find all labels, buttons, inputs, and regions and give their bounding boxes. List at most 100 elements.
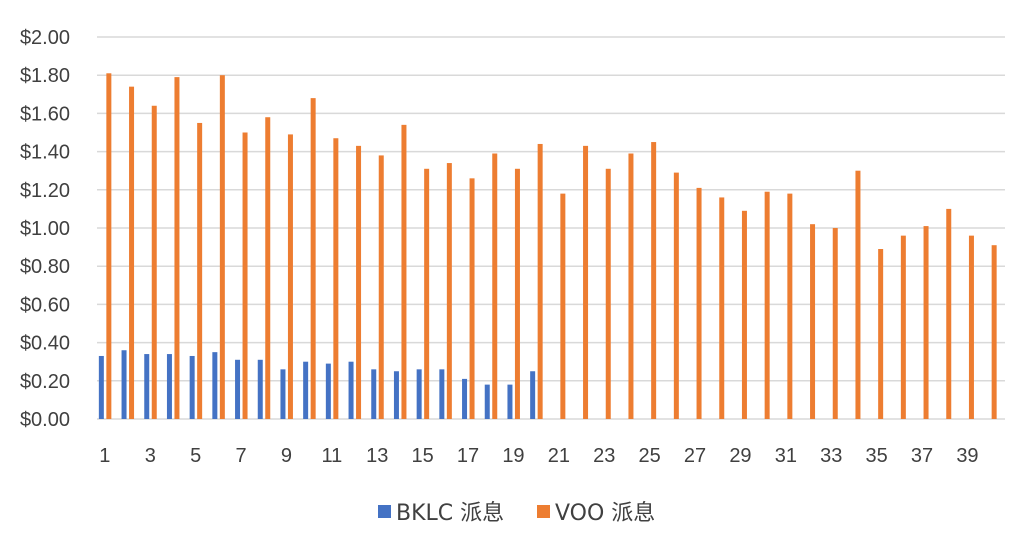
voo-bar xyxy=(356,145,362,419)
voo-bar xyxy=(991,245,997,419)
voo-bar xyxy=(855,170,861,419)
x-tick-label: 3 xyxy=(145,445,156,467)
x-tick-label: 17 xyxy=(457,445,479,467)
voo-bar xyxy=(628,153,634,419)
voo-bar xyxy=(900,235,906,419)
gridlines xyxy=(97,36,1005,420)
bklc-bar xyxy=(235,359,241,419)
voo-bar xyxy=(832,228,838,419)
voo-bar xyxy=(673,172,679,419)
voo-bar xyxy=(469,178,475,419)
legend-swatch-voo xyxy=(537,505,550,518)
voo-bar xyxy=(174,77,180,420)
voo-bar xyxy=(696,187,702,419)
y-tick-label: $0.20 xyxy=(20,371,70,393)
x-tick-label: 27 xyxy=(684,445,706,467)
bklc-bar xyxy=(144,354,150,419)
voo-bar xyxy=(764,191,770,419)
x-axis-ticks: 1 3 5 7 9 11 13 15 17 19 21 23 25 27 29 31 33 35 37 39 xyxy=(99,445,978,467)
voo-bar xyxy=(583,145,589,419)
y-tick-label: $0.00 xyxy=(20,409,70,431)
x-tick-label: 39 xyxy=(956,445,978,467)
voo-bar xyxy=(401,124,407,420)
voo-bar xyxy=(605,168,611,419)
voo-bar xyxy=(514,168,520,419)
bklc-bar xyxy=(98,355,104,419)
voo-bar xyxy=(810,224,816,419)
voo-bar xyxy=(378,155,384,420)
bklc-bar xyxy=(439,369,445,419)
voo-bar xyxy=(492,153,498,419)
voo-bar xyxy=(741,210,747,419)
voo-bar xyxy=(151,105,157,419)
x-tick-label: 23 xyxy=(593,445,615,467)
voo-bar xyxy=(787,193,793,419)
y-tick-label: $0.80 xyxy=(20,256,70,278)
y-tick-label: $1.60 xyxy=(20,103,70,125)
bklc-bar xyxy=(348,361,354,419)
bklc-bar xyxy=(325,363,331,419)
bklc-bar xyxy=(212,352,218,419)
x-tick-label: 5 xyxy=(190,445,201,467)
voo-bar xyxy=(287,134,293,419)
x-tick-label: 33 xyxy=(820,445,842,467)
legend-label-voo: VOO 派息 xyxy=(555,501,655,526)
legend-swatch-bklc xyxy=(378,505,391,518)
bars xyxy=(98,73,997,420)
voo-bar xyxy=(878,249,884,419)
bklc-bar xyxy=(189,355,195,419)
x-tick-label: 37 xyxy=(911,445,933,467)
voo-bar xyxy=(265,117,271,419)
voo-bar xyxy=(946,208,952,419)
bklc-bar xyxy=(530,371,536,419)
y-tick-label: $0.40 xyxy=(20,333,70,355)
bklc-bar xyxy=(166,354,172,419)
bklc-bar xyxy=(121,350,127,419)
legend: BKLC 派息 VOO 派息 xyxy=(378,501,655,526)
bklc-bar xyxy=(484,384,490,419)
voo-bar xyxy=(333,138,339,420)
bklc-bar xyxy=(257,359,263,419)
x-tick-label: 7 xyxy=(235,445,246,467)
voo-bar xyxy=(129,86,135,419)
voo-bar xyxy=(719,197,725,419)
voo-bar xyxy=(537,143,543,419)
voo-bar xyxy=(923,226,929,419)
y-tick-label: $1.40 xyxy=(20,142,70,164)
y-axis-ticks: $0.00 $0.20 $0.40 $0.60 $0.80 $1.00 $1.20 $1.40… xyxy=(20,27,70,431)
bklc-bar xyxy=(280,369,286,419)
voo-bar xyxy=(968,235,974,419)
y-tick-label: $1.80 xyxy=(20,65,70,87)
y-tick-label: $0.60 xyxy=(20,294,70,316)
x-tick-label: 19 xyxy=(502,445,524,467)
x-tick-label: 1 xyxy=(99,445,110,467)
voo-bar xyxy=(219,75,225,419)
y-tick-label: $2.00 xyxy=(20,27,70,49)
x-tick-label: 29 xyxy=(729,445,751,467)
bklc-bar xyxy=(371,369,377,419)
x-tick-label: 35 xyxy=(866,445,888,467)
voo-bar xyxy=(446,163,452,419)
voo-bar xyxy=(197,122,203,419)
legend-label-bklc: BKLC 派息 xyxy=(396,501,504,526)
voo-bar xyxy=(310,98,316,420)
bklc-bar xyxy=(303,361,309,419)
x-tick-label: 15 xyxy=(412,445,434,467)
y-tick-label: $1.20 xyxy=(20,180,70,202)
voo-bar xyxy=(106,73,112,419)
x-tick-label: 13 xyxy=(366,445,388,467)
x-tick-label: 25 xyxy=(639,445,661,467)
bklc-bar xyxy=(416,369,422,419)
x-tick-label: 21 xyxy=(548,445,570,467)
x-tick-label: 31 xyxy=(775,445,797,467)
x-tick-label: 11 xyxy=(321,445,342,467)
bklc-bar xyxy=(507,384,513,419)
bklc-bar xyxy=(393,371,399,419)
voo-bar xyxy=(424,168,430,419)
bklc-bar xyxy=(462,378,468,419)
voo-bar xyxy=(242,132,248,419)
voo-bar xyxy=(560,193,566,419)
x-tick-label: 9 xyxy=(281,445,292,467)
